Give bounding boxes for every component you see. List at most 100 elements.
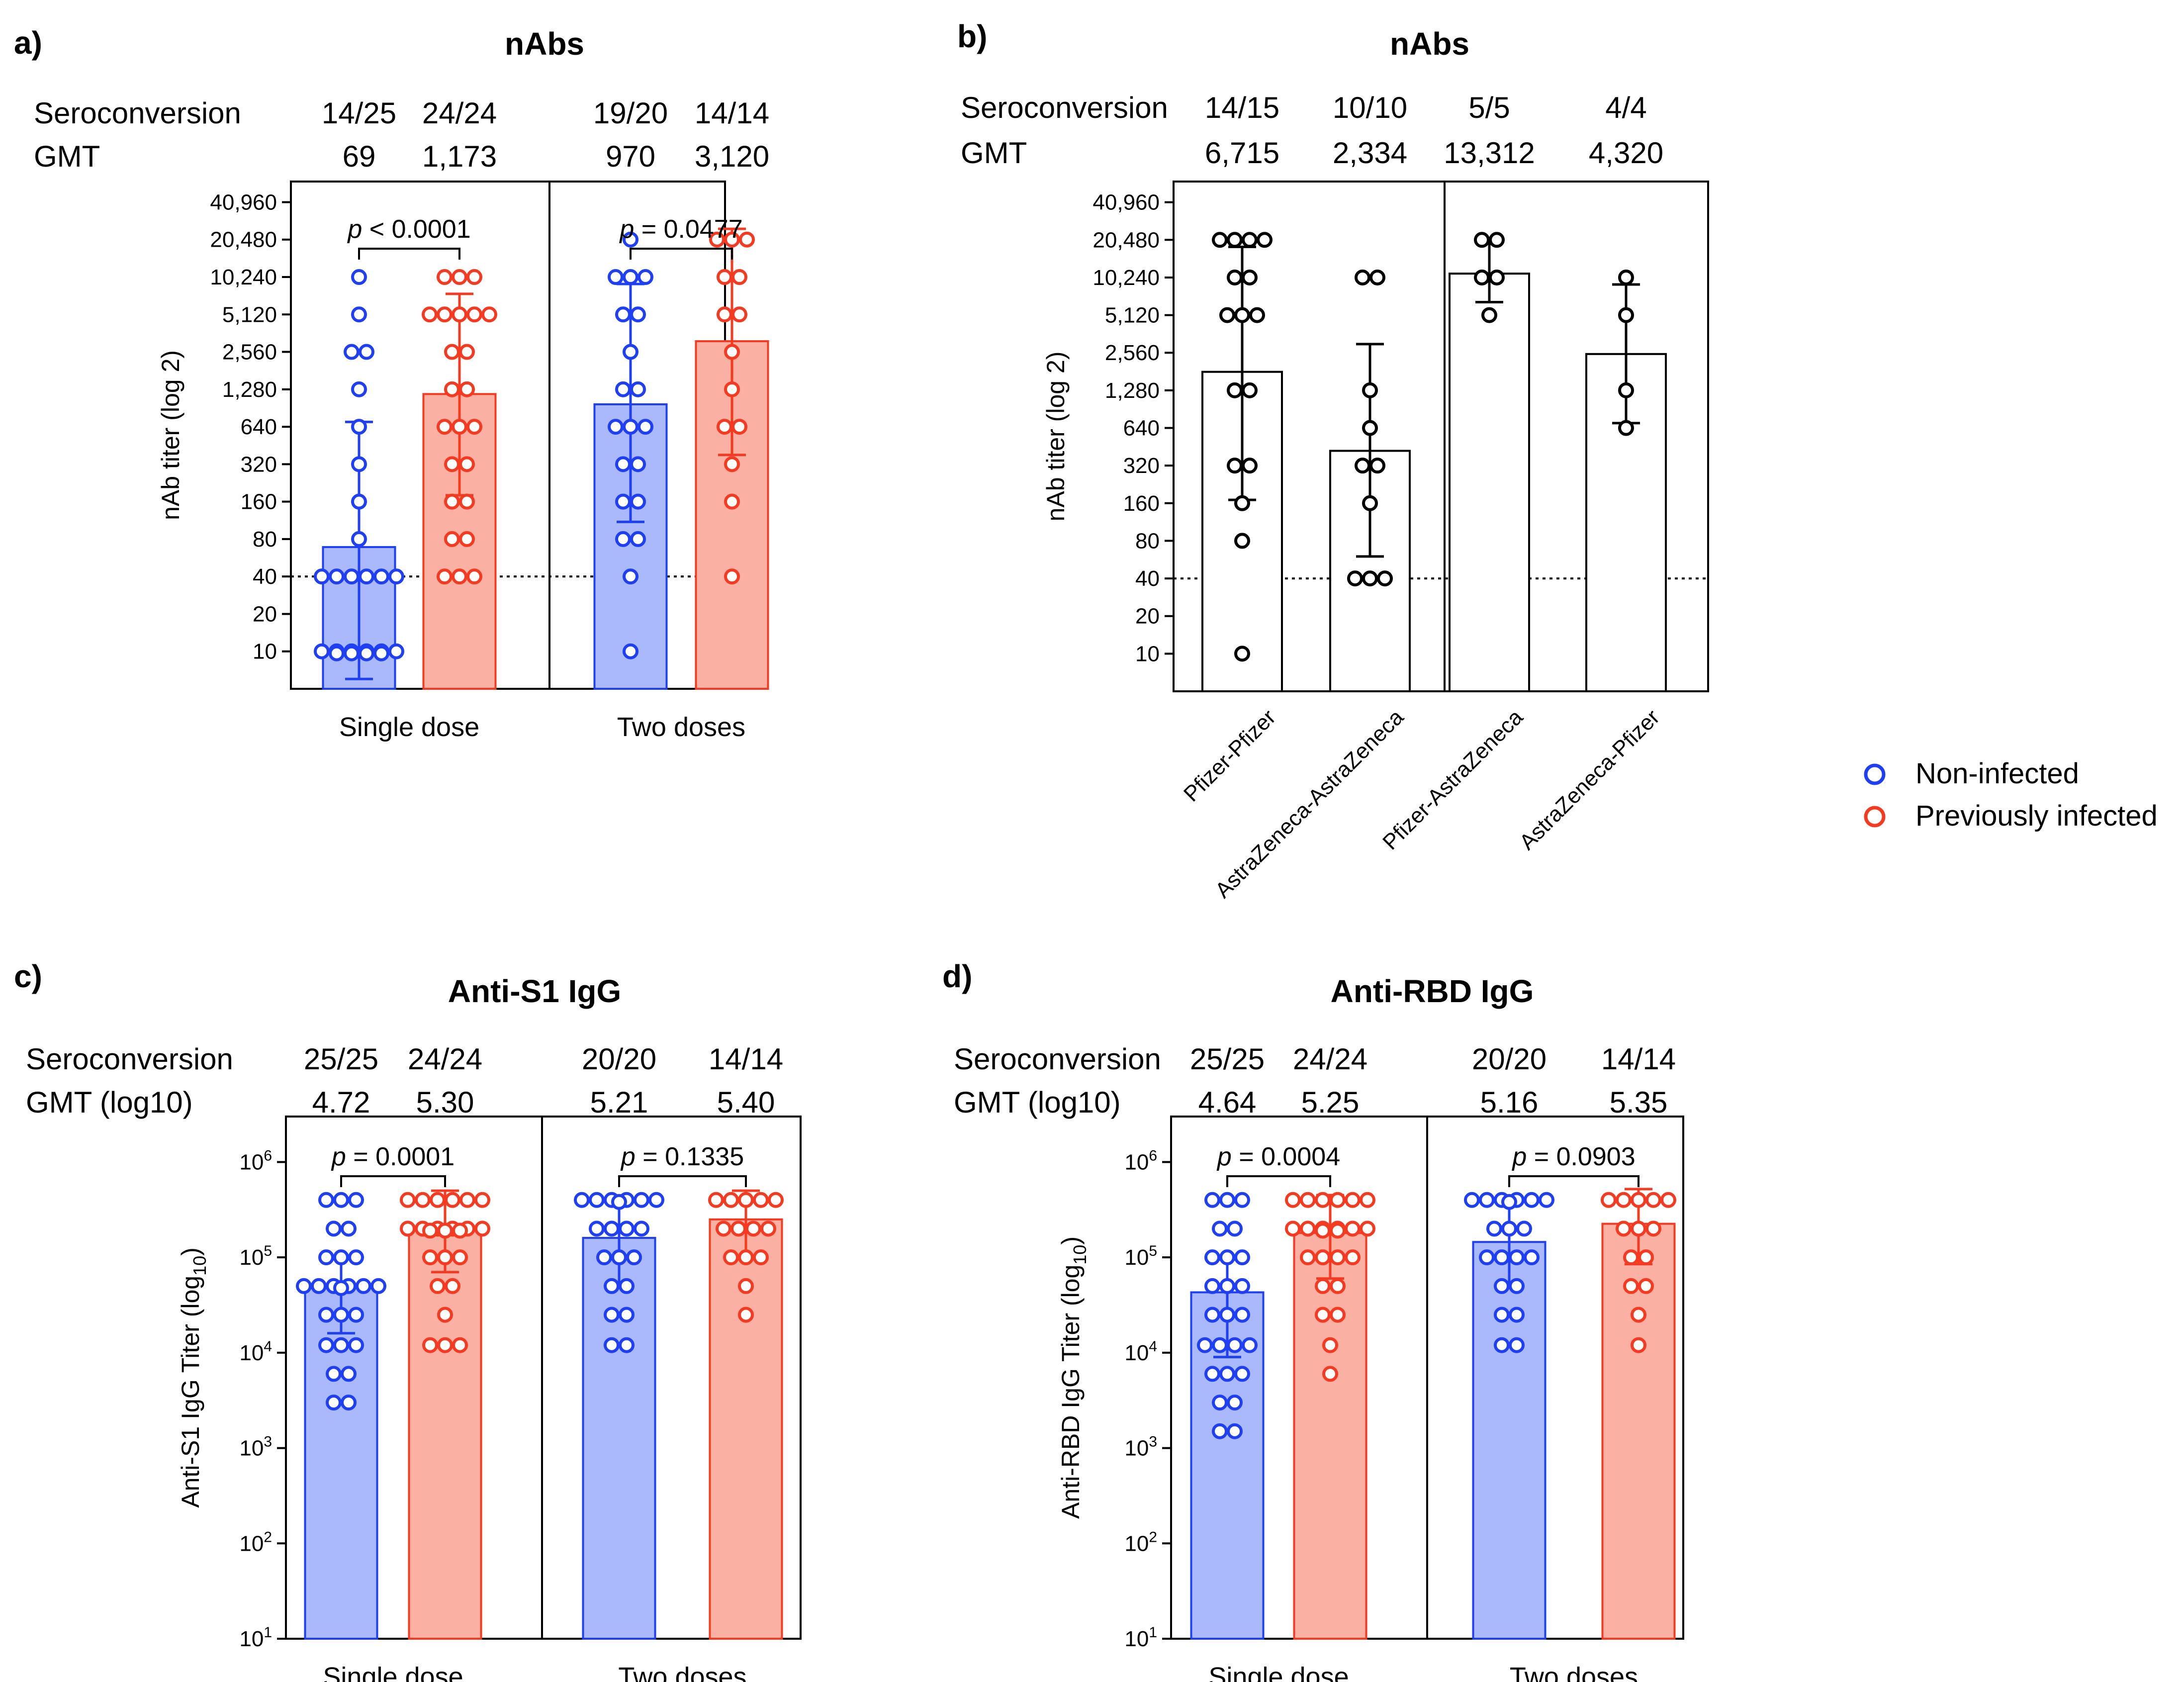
y-axis-label: nAb titer (log 2) xyxy=(157,350,184,520)
data-point xyxy=(1249,307,1265,323)
data-point xyxy=(351,493,367,510)
seroconversion-value: 24/24 xyxy=(422,96,497,130)
data-point xyxy=(1501,1220,1517,1237)
data-point xyxy=(1330,1278,1346,1294)
data-point xyxy=(730,1220,746,1237)
data-point xyxy=(359,568,374,585)
data-point xyxy=(1242,1337,1258,1353)
data-point xyxy=(738,1307,754,1323)
data-point xyxy=(1219,1307,1235,1323)
data-point xyxy=(619,1220,635,1237)
y-tick-label: 2,560 xyxy=(222,340,277,365)
y-tick-exponent: 6 xyxy=(1149,1147,1157,1164)
panel-title: Anti-S1 IgG xyxy=(448,973,621,1009)
data-point xyxy=(318,1337,334,1353)
y-axis-label-text: Anti-S1 IgG Titer (log xyxy=(177,1276,204,1508)
seroconversion-value: 10/10 xyxy=(1333,91,1407,124)
legend: Non-infected Previously infected xyxy=(1864,757,2158,832)
bar xyxy=(582,1237,656,1640)
data-point xyxy=(630,531,646,547)
group-label: Two doses xyxy=(618,1662,746,1682)
data-point xyxy=(1212,1423,1228,1439)
y-axis-label: Anti-RBD IgG Titer (log10) xyxy=(1057,1236,1090,1519)
data-point xyxy=(1300,1249,1316,1266)
data-point xyxy=(1489,269,1505,285)
data-point xyxy=(1494,1337,1510,1353)
p-value-text: = 0.0903 xyxy=(1534,1142,1636,1171)
y-tick-exponent: 6 xyxy=(264,1147,272,1164)
data-point xyxy=(430,1192,446,1208)
p-value: p = 0.0477 xyxy=(619,215,742,244)
data-point xyxy=(466,419,482,435)
data-point xyxy=(388,568,404,585)
data-point xyxy=(619,1307,635,1323)
data-point xyxy=(1234,1278,1250,1294)
y-axis-label-end: ) xyxy=(1057,1236,1085,1245)
plot-frame xyxy=(1173,181,1709,692)
y-tick-label: 5,120 xyxy=(1105,303,1160,328)
panel-title: nAbs xyxy=(1390,26,1469,62)
y-tick-label: 20 xyxy=(253,602,277,626)
data-point xyxy=(724,456,740,472)
p-value-text: < 0.0001 xyxy=(369,215,471,244)
data-point xyxy=(474,1220,490,1237)
group-label: Single dose xyxy=(323,1662,463,1682)
data-point xyxy=(1524,1192,1540,1208)
y-tick-exponent: 3 xyxy=(1149,1434,1157,1450)
panel-d: d) Anti-RBD IgG Seroconversion GMT (log10) 1… xyxy=(942,958,1684,1682)
panel-label: d) xyxy=(942,958,972,994)
data-point xyxy=(619,1278,635,1294)
group-label: Single dose xyxy=(1208,1662,1349,1682)
y-axis-label-text: nAb titer (log 2) xyxy=(1042,352,1070,522)
data-point xyxy=(444,456,460,472)
data-point xyxy=(1509,1249,1525,1266)
legend-label: Non-infected xyxy=(1915,757,2079,790)
data-point xyxy=(422,1222,438,1239)
y-tick-exponent: 1 xyxy=(264,1624,272,1641)
data-point xyxy=(1219,1366,1235,1382)
data-point xyxy=(1481,307,1497,323)
data-point xyxy=(452,1222,468,1239)
data-point xyxy=(444,531,460,547)
data-point xyxy=(630,456,646,472)
data-point xyxy=(1204,1366,1220,1382)
p-value-text: = 0.1335 xyxy=(642,1142,744,1171)
data-point xyxy=(1631,1307,1646,1323)
gmt-value: 6,715 xyxy=(1205,136,1279,170)
data-point xyxy=(1601,1192,1617,1208)
y-tick-label: 101 xyxy=(1124,1624,1157,1651)
data-point xyxy=(333,1337,349,1353)
gmt-value: 5.40 xyxy=(717,1086,775,1119)
p-value: p < 0.0001 xyxy=(347,215,470,244)
data-point xyxy=(623,643,638,659)
data-point xyxy=(623,231,638,248)
data-point xyxy=(1362,570,1378,587)
data-point xyxy=(1355,458,1370,474)
data-point xyxy=(716,1220,731,1237)
gmt-value: 970 xyxy=(606,140,655,173)
data-point xyxy=(1242,269,1258,285)
data-point xyxy=(1212,1337,1228,1353)
y-tick-label: 102 xyxy=(1124,1529,1157,1556)
data-point xyxy=(1234,533,1250,549)
data-point xyxy=(459,531,475,547)
y-tick-exponent: 5 xyxy=(1149,1243,1157,1259)
data-point xyxy=(1539,1192,1554,1208)
y-tick-label: 105 xyxy=(1124,1243,1157,1270)
y-axis-label-sub: 10 xyxy=(189,1256,210,1276)
significance-bracket xyxy=(358,248,460,260)
panel-label: a) xyxy=(14,25,42,61)
stats-row-label: GMT xyxy=(961,136,1027,170)
data-point xyxy=(723,1249,739,1266)
data-point xyxy=(370,1278,386,1294)
data-point xyxy=(1509,1337,1525,1353)
y-tick-label: 20 xyxy=(1135,604,1160,629)
significance-bracket xyxy=(1226,1175,1331,1187)
data-point xyxy=(1660,1192,1676,1208)
data-point xyxy=(452,1337,468,1353)
data-point xyxy=(717,419,732,435)
gmt-value: 1,173 xyxy=(422,140,497,173)
data-point xyxy=(437,269,453,285)
data-point xyxy=(753,1192,769,1208)
data-point xyxy=(1486,1220,1502,1237)
